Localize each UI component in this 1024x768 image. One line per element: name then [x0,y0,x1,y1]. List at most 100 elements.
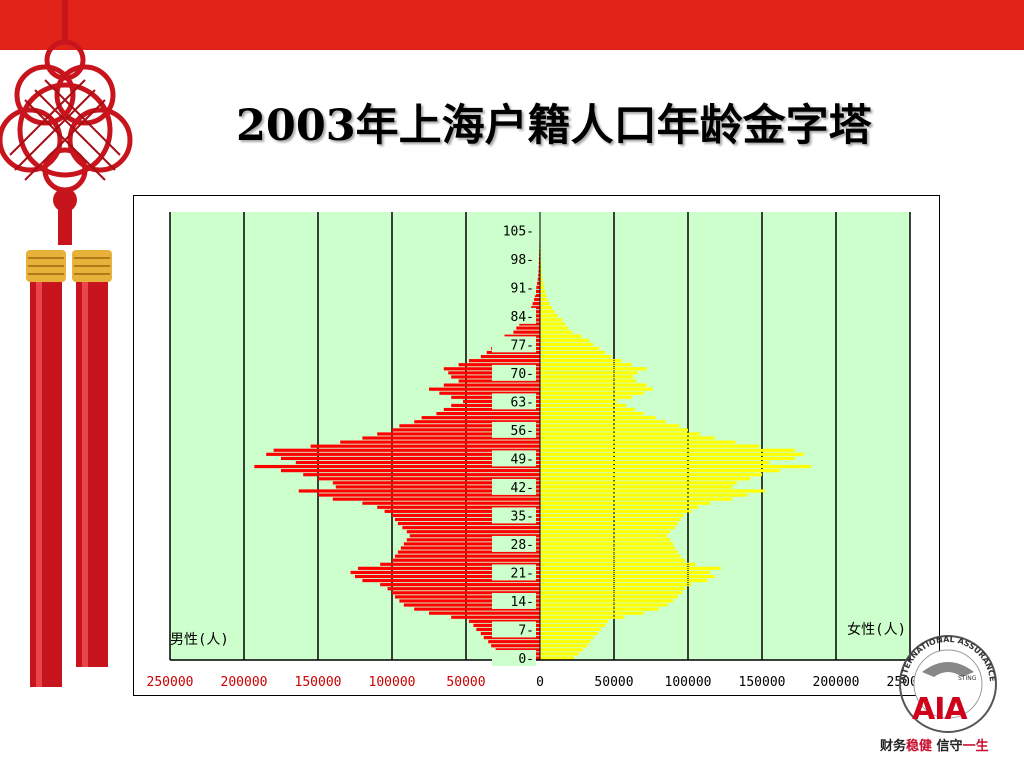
female-bar [540,509,691,513]
female-bar [540,297,548,302]
female-bar [540,277,543,281]
male-bar [536,285,540,289]
male-bar [488,640,540,644]
male-bar [332,481,540,485]
male-bar [534,297,540,302]
female-bar [540,399,617,403]
female-bar [540,542,674,546]
x-tick-label-female: 50000 [594,675,633,690]
y-tick-label-bg [492,222,536,239]
male-bar [332,497,540,501]
female-bar [540,448,795,452]
male-bar [350,570,540,575]
female-bar [540,477,751,481]
female-bar [540,424,680,428]
y-tick-label-bg [492,336,536,353]
male-bar [362,578,540,583]
y-tick-label: 21- [511,566,534,581]
y-tick-label: 56- [511,424,534,439]
x-tick-label-female: 200000 [813,675,860,690]
female-bar [540,656,575,660]
female-bar [540,534,668,538]
y-tick-label: 35- [511,509,534,524]
female-bar [540,387,653,391]
male-bar [409,534,540,538]
female-bar [540,513,684,518]
male-bar [436,412,540,416]
male-bar [340,440,540,444]
male-bar [468,619,540,623]
female-bar [540,456,795,460]
y-tick-label: 70- [511,367,534,382]
male-bar [394,517,540,522]
male-bar [394,595,540,599]
female-bar [540,302,550,306]
female-bar [540,318,563,322]
female-bar [540,566,721,570]
female-bar [540,485,733,489]
y-tick-label-bg [492,307,536,324]
female-bar [540,595,678,599]
x-tick-label-male: 150000 [295,675,342,690]
female-bar [540,359,622,363]
male-bar [392,591,540,595]
y-tick-label-bg [492,478,536,495]
y-tick-label: 14- [511,595,534,610]
x-tick-label-male: 100000 [369,675,416,690]
female-bar [540,403,626,408]
male-bar [295,460,540,465]
male-bar [403,542,540,546]
male-bar [406,530,540,534]
company-slogan: 财务稳健 信守一生 [880,735,1020,754]
male-bar [392,428,540,432]
y-tick-label: 42- [511,481,534,496]
female-bar [540,570,711,575]
male-bar [399,599,540,603]
male-bar [254,464,541,469]
y-tick-label-bg [492,393,536,410]
chinese-knot-decoration [0,0,133,687]
female-bar [540,440,736,444]
female-bar [540,538,671,542]
male-bar [468,359,540,363]
female-bar [540,395,632,399]
male-bar [414,607,540,611]
female-bar [540,436,715,440]
female-bar [540,281,544,285]
male-bar [357,566,540,570]
female-bar [540,501,711,505]
female-bar [540,464,811,469]
male-bar [310,444,540,448]
female-bar [540,363,632,367]
female-bar [540,265,542,269]
y-tick-label-bg [492,507,536,524]
y-tick-label: 105- [503,224,534,239]
female-bar [540,412,644,416]
female-bar [540,546,675,550]
female-bar [540,416,656,420]
male-bar [266,452,540,456]
female-bar [540,379,637,383]
male-bar [281,469,540,473]
y-tick-label: 49- [511,452,534,467]
y-tick-label: 0- [518,652,534,667]
top-red-banner [0,0,1024,50]
population-pyramid-chart: 0- 7- 14- 21- 28- 35- 42- 49- 56- 63- 70- 77- 84- 91-… [147,212,933,690]
female-bar [540,517,681,522]
male-bar [483,636,540,640]
x-tick-label-zero: 0 [536,675,544,690]
male-bar [486,350,540,355]
x-tick-label-female: 100000 [665,675,712,690]
male-bar [451,615,540,619]
female-bar [540,574,715,579]
female-bar [540,627,601,632]
male-bar [380,583,540,587]
male-bar [480,354,540,359]
male-bar [537,277,540,281]
slogan-part-4: 一生 [962,739,989,754]
female-bar [540,342,594,346]
female-bar [540,383,647,387]
male-bar [362,501,540,505]
female-bar [540,452,804,456]
male-bar [458,363,540,367]
